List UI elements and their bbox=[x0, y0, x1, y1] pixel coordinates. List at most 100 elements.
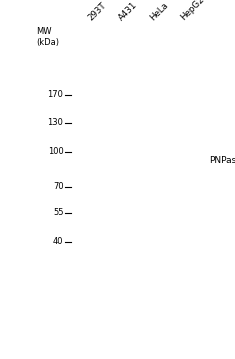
Bar bbox=[120, 154, 121, 167]
Bar bbox=[90, 154, 91, 167]
Text: 55: 55 bbox=[53, 208, 63, 217]
Text: 130: 130 bbox=[47, 118, 63, 127]
Bar bbox=[183, 154, 184, 167]
Bar bbox=[184, 224, 185, 230]
Bar bbox=[92, 224, 93, 230]
Bar bbox=[179, 224, 180, 230]
Bar bbox=[152, 154, 153, 167]
Bar bbox=[84, 154, 85, 167]
Bar bbox=[182, 224, 183, 230]
Bar bbox=[186, 154, 187, 167]
Bar bbox=[173, 224, 174, 230]
Bar bbox=[89, 154, 90, 167]
Bar bbox=[85, 224, 86, 230]
Bar bbox=[122, 154, 123, 167]
Bar bbox=[83, 154, 84, 167]
Bar bbox=[87, 224, 88, 230]
Bar bbox=[181, 154, 182, 167]
Bar bbox=[84, 224, 85, 230]
Bar bbox=[151, 224, 152, 230]
Bar bbox=[172, 224, 173, 230]
Bar bbox=[144, 154, 145, 167]
Bar bbox=[144, 224, 145, 230]
Bar bbox=[88, 154, 89, 167]
Bar bbox=[180, 224, 181, 230]
Bar bbox=[86, 224, 87, 230]
Bar bbox=[184, 154, 185, 167]
Bar bbox=[116, 224, 117, 230]
Bar bbox=[80, 154, 81, 167]
Bar bbox=[177, 224, 178, 230]
Bar bbox=[113, 224, 114, 230]
Bar bbox=[174, 154, 175, 167]
Bar bbox=[150, 154, 151, 167]
Bar bbox=[145, 154, 146, 167]
Bar bbox=[118, 224, 119, 230]
Bar bbox=[146, 224, 147, 230]
Bar bbox=[153, 154, 154, 167]
Bar bbox=[145, 224, 146, 230]
Bar bbox=[185, 154, 186, 167]
Bar bbox=[120, 224, 121, 230]
Bar bbox=[151, 154, 152, 167]
Text: 40: 40 bbox=[53, 237, 63, 246]
Bar bbox=[70, 25, 195, 316]
Bar bbox=[143, 154, 144, 167]
Bar bbox=[80, 224, 81, 230]
Bar bbox=[150, 224, 151, 230]
Bar bbox=[91, 224, 92, 230]
Text: 293T: 293T bbox=[87, 1, 108, 22]
Bar bbox=[176, 224, 177, 230]
Bar bbox=[81, 224, 82, 230]
Bar bbox=[119, 154, 120, 167]
Bar bbox=[118, 154, 119, 167]
Bar bbox=[119, 224, 120, 230]
Bar bbox=[142, 154, 143, 167]
Bar bbox=[172, 154, 173, 167]
Bar bbox=[174, 224, 175, 230]
Bar bbox=[116, 154, 117, 167]
Text: MW
(kDa): MW (kDa) bbox=[36, 27, 59, 47]
Bar bbox=[92, 154, 93, 167]
Bar bbox=[146, 154, 147, 167]
Bar bbox=[173, 154, 174, 167]
Bar bbox=[91, 154, 92, 167]
Bar bbox=[81, 154, 82, 167]
Text: PNPase: PNPase bbox=[209, 156, 235, 165]
Bar bbox=[114, 154, 115, 167]
Bar bbox=[82, 154, 83, 167]
Bar bbox=[147, 154, 148, 167]
Bar bbox=[152, 224, 153, 230]
Bar bbox=[171, 154, 172, 167]
Bar bbox=[83, 224, 84, 230]
Text: 70: 70 bbox=[53, 182, 63, 191]
Bar bbox=[182, 154, 183, 167]
Text: 100: 100 bbox=[48, 147, 63, 156]
Bar bbox=[89, 224, 90, 230]
Bar bbox=[147, 224, 148, 230]
Bar bbox=[176, 154, 177, 167]
Bar bbox=[149, 154, 150, 167]
Bar bbox=[154, 154, 155, 167]
Bar bbox=[123, 154, 124, 167]
Bar bbox=[86, 154, 87, 167]
Bar bbox=[113, 154, 114, 167]
Bar bbox=[149, 224, 150, 230]
Text: HepG2: HepG2 bbox=[179, 0, 206, 22]
Text: A431: A431 bbox=[117, 0, 139, 22]
Bar bbox=[180, 154, 181, 167]
Bar bbox=[115, 154, 116, 167]
Bar bbox=[177, 154, 178, 167]
Bar bbox=[148, 154, 149, 167]
Bar bbox=[175, 154, 176, 167]
Bar bbox=[117, 154, 118, 167]
Bar bbox=[112, 154, 113, 167]
Bar bbox=[85, 154, 86, 167]
Bar bbox=[148, 224, 149, 230]
Text: HeLa: HeLa bbox=[148, 0, 170, 22]
Bar bbox=[82, 224, 83, 230]
Bar bbox=[111, 154, 112, 167]
Bar bbox=[181, 224, 182, 230]
Bar bbox=[121, 224, 122, 230]
Bar bbox=[93, 154, 94, 167]
